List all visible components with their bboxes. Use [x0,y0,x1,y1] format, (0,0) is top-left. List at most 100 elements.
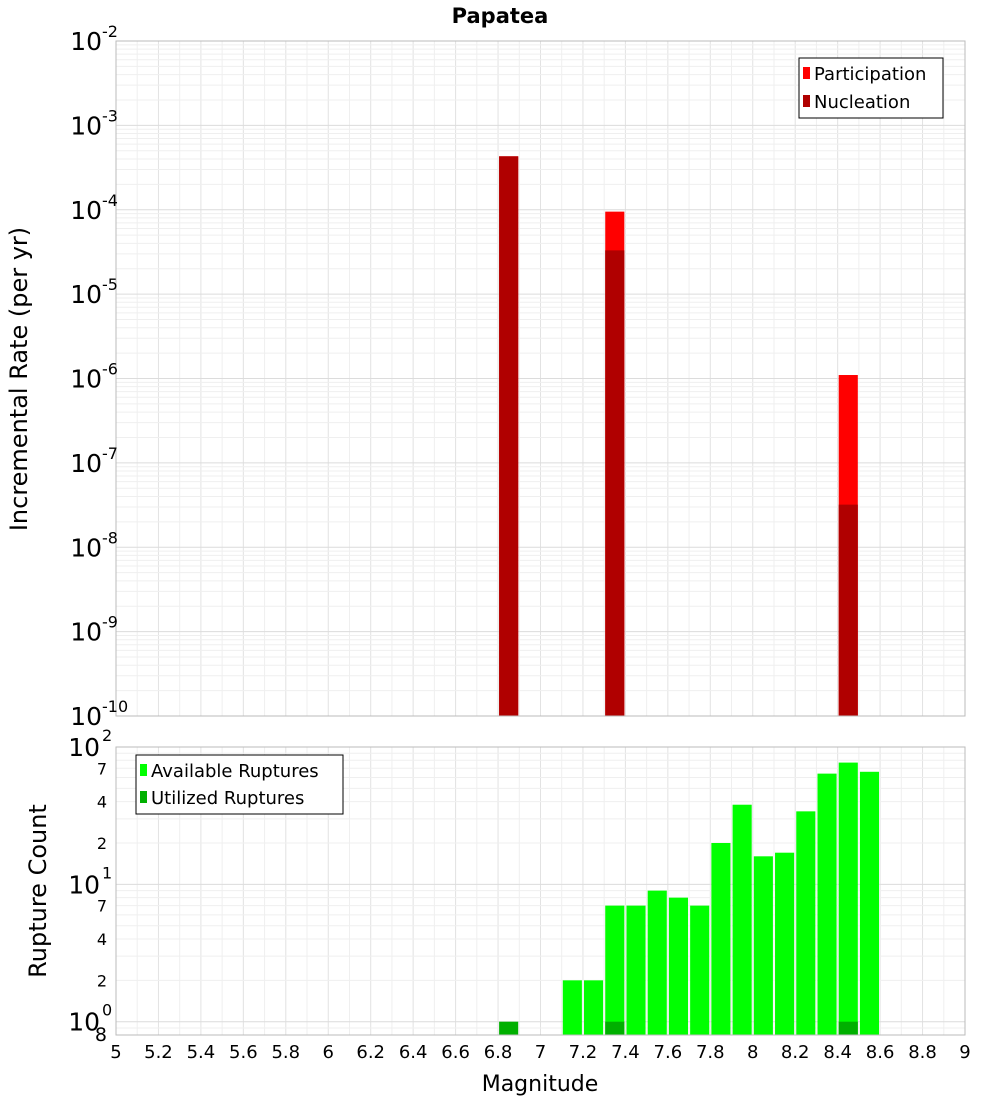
top-y-tick-exponent: -9 [102,613,118,632]
available-ruptures-bar [796,811,816,1035]
legend-label-available: Available Ruptures [151,761,319,782]
top-y-tick: 10 -4 [70,191,118,225]
bottom-bars [499,762,880,1035]
bottom-y-tick-minor: 4 [97,793,107,812]
top-legend: Participation Nucleation [798,57,944,119]
nucleation-bar [838,504,858,716]
bottom-y-tick-minor: 8 [95,1024,107,1046]
top-bars [499,156,858,717]
x-tick-label: 5.4 [187,1042,216,1063]
available-ruptures-bar [859,771,880,1035]
top-y-tick-base: 10 [70,111,102,140]
bottom-legend-box [135,754,344,815]
bottom-y-tick-minor: 7 [97,759,107,778]
top-y-tick-base: 10 [70,618,102,647]
bottom-y-tick-base: 10 [68,870,100,899]
bottom-y-tick-minor: 2 [97,834,107,853]
top-y-tick-exponent: -3 [102,106,118,125]
legend-swatch-participation [803,67,810,79]
x-tick-label: 8.8 [908,1042,937,1063]
legend-label-participation: Participation [814,64,926,85]
x-tick-label: 6 [323,1042,334,1063]
top-y-tick-base: 10 [70,365,102,394]
utilized-ruptures-bar [605,1021,625,1035]
bottom-y-tick-base: 10 [68,1008,100,1037]
top-y-tick: 10 -10 [70,697,128,731]
bottom-y-tick-major: 10 1 [68,863,112,899]
available-ruptures-bar [668,897,689,1035]
x-tick-label: 5.2 [144,1042,173,1063]
bottom-y-axis-label: Rupture Count [24,804,52,978]
top-gridlines [115,41,966,717]
x-tick-label: 6.4 [399,1042,428,1063]
top-y-tick-base: 10 [70,27,102,56]
x-tick-label: 7.2 [569,1042,598,1063]
legend-swatch-available [140,764,147,776]
legend-swatch-nucleation [803,95,810,107]
top-y-tick: 10 -2 [70,22,118,56]
x-axis-label: Magnitude [482,1072,599,1097]
nucleation-bar [499,156,519,717]
chart-title: Papatea [452,4,549,28]
available-ruptures-bar [711,843,731,1035]
x-tick-label: 8.2 [781,1042,810,1063]
top-plot-frame [115,40,966,717]
available-ruptures-bar [584,980,604,1035]
top-y-axis-label: Incremental Rate (per yr) [5,227,33,531]
available-ruptures-bar [775,852,795,1035]
x-tick-label: 7 [535,1042,546,1063]
top-y-tick: 10 -9 [70,613,118,647]
top-y-tick-base: 10 [70,533,102,562]
available-ruptures-bar [753,856,773,1035]
x-tick-label: 8.4 [823,1042,852,1063]
legend-label-nucleation: Nucleation [814,92,910,113]
top-y-tick-base: 10 [70,196,102,225]
utilized-ruptures-bar [838,1021,858,1035]
legend-label-utilized: Utilized Ruptures [151,788,304,809]
top-y-tick: 10 -5 [70,275,118,309]
available-ruptures-bar [817,773,837,1035]
x-axis-ticks: 5 5.2 5.4 5.6 5.8 6 6.2 6.4 6.6 6.8 7 7.2 7.4 7.6 7.8 8… [110,1042,970,1063]
top-y-tick-exponent: -2 [102,22,118,41]
utilized-ruptures-bar [499,1021,519,1035]
x-tick-label: 5.8 [271,1042,300,1063]
available-ruptures-bar [732,804,752,1035]
bottom-y-tick-major: 10 0 [68,1001,112,1037]
x-tick-label: 8 [747,1042,758,1063]
bottom-y-tick-exponent: 0 [102,1001,112,1020]
top-y-tick-exponent: -8 [102,528,118,547]
top-y-tick-base: 10 [70,702,102,731]
x-tick-label: 5.6 [229,1042,258,1063]
top-y-tick-base: 10 [70,280,102,309]
x-tick-label: 7.8 [696,1042,725,1063]
bottom-y-tick-minor: 4 [97,930,107,949]
bottom-y-tick-exponent: 2 [102,726,112,745]
bottom-y-tick-minor: 7 [97,897,107,916]
bottom-y-tick-exponent: 1 [102,863,112,882]
x-tick-label: 6.6 [441,1042,470,1063]
x-tick-label: 7.4 [611,1042,640,1063]
top-y-tick-exponent: -4 [102,191,118,210]
top-y-tick: 10 -3 [70,106,118,140]
bottom-y-tick-minor: 2 [97,971,107,990]
x-tick-label: 9 [959,1042,970,1063]
available-ruptures-bar [690,905,710,1035]
top-y-tick-exponent: -7 [102,444,118,463]
available-ruptures-bar [838,762,858,1035]
available-ruptures-bar [562,980,582,1035]
top-y-tick: 10 -6 [70,360,118,394]
x-tick-label: 8.6 [866,1042,895,1063]
bottom-legend: Available Ruptures Utilized Ruptures [135,754,344,815]
top-y-tick-exponent: -6 [102,360,118,379]
x-tick-label: 6.8 [484,1042,513,1063]
top-y-tick-exponent: -5 [102,275,118,294]
available-ruptures-bar [605,905,625,1035]
x-tick-label: 6.2 [356,1042,385,1063]
bottom-y-tick-major: 10 2 [68,726,112,762]
top-legend-box [798,57,944,119]
top-y-tick: 10 -7 [70,444,118,478]
nucleation-bar [605,250,625,717]
